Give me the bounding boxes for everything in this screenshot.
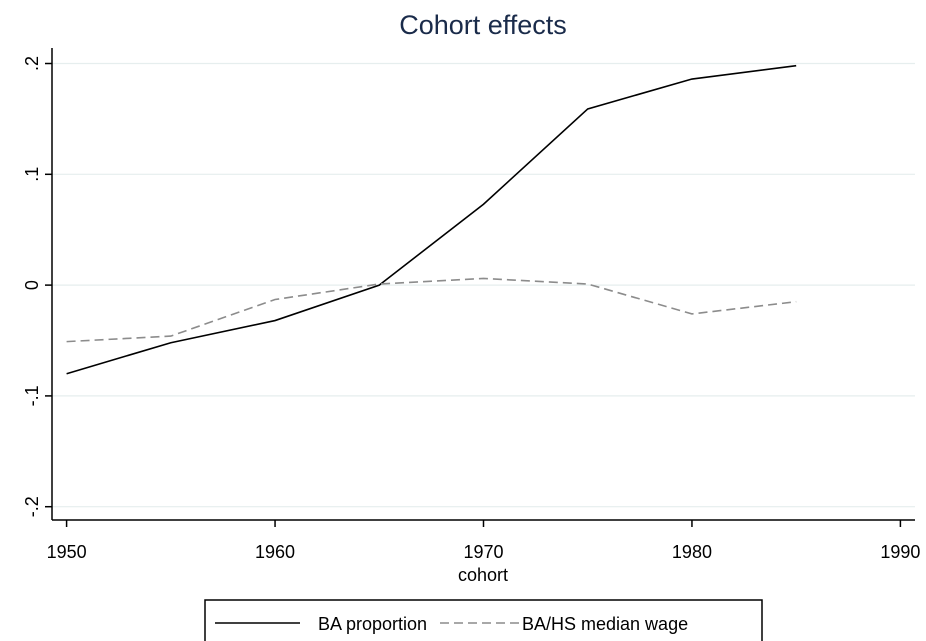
y-tick-label: -.1 xyxy=(22,385,42,406)
series-line xyxy=(66,277,797,343)
series-line xyxy=(66,64,797,375)
y-tick-label: 0 xyxy=(22,280,42,290)
x-tick-label: 1990 xyxy=(880,542,920,562)
x-tick-label: 1950 xyxy=(47,542,87,562)
legend-label: BA proportion xyxy=(318,614,427,634)
x-tick-label: 1970 xyxy=(463,542,503,562)
legend-label: BA/HS median wage xyxy=(522,614,688,634)
y-tick-label: .2 xyxy=(22,56,42,71)
x-axis-label: cohort xyxy=(458,565,508,585)
x-tick-label: 1960 xyxy=(255,542,295,562)
chart-title: Cohort effects xyxy=(399,10,567,40)
y-tick-label: -.2 xyxy=(22,496,42,517)
y-tick-label: .1 xyxy=(22,167,42,182)
x-tick-label: 1980 xyxy=(672,542,712,562)
legend-box xyxy=(204,599,763,641)
